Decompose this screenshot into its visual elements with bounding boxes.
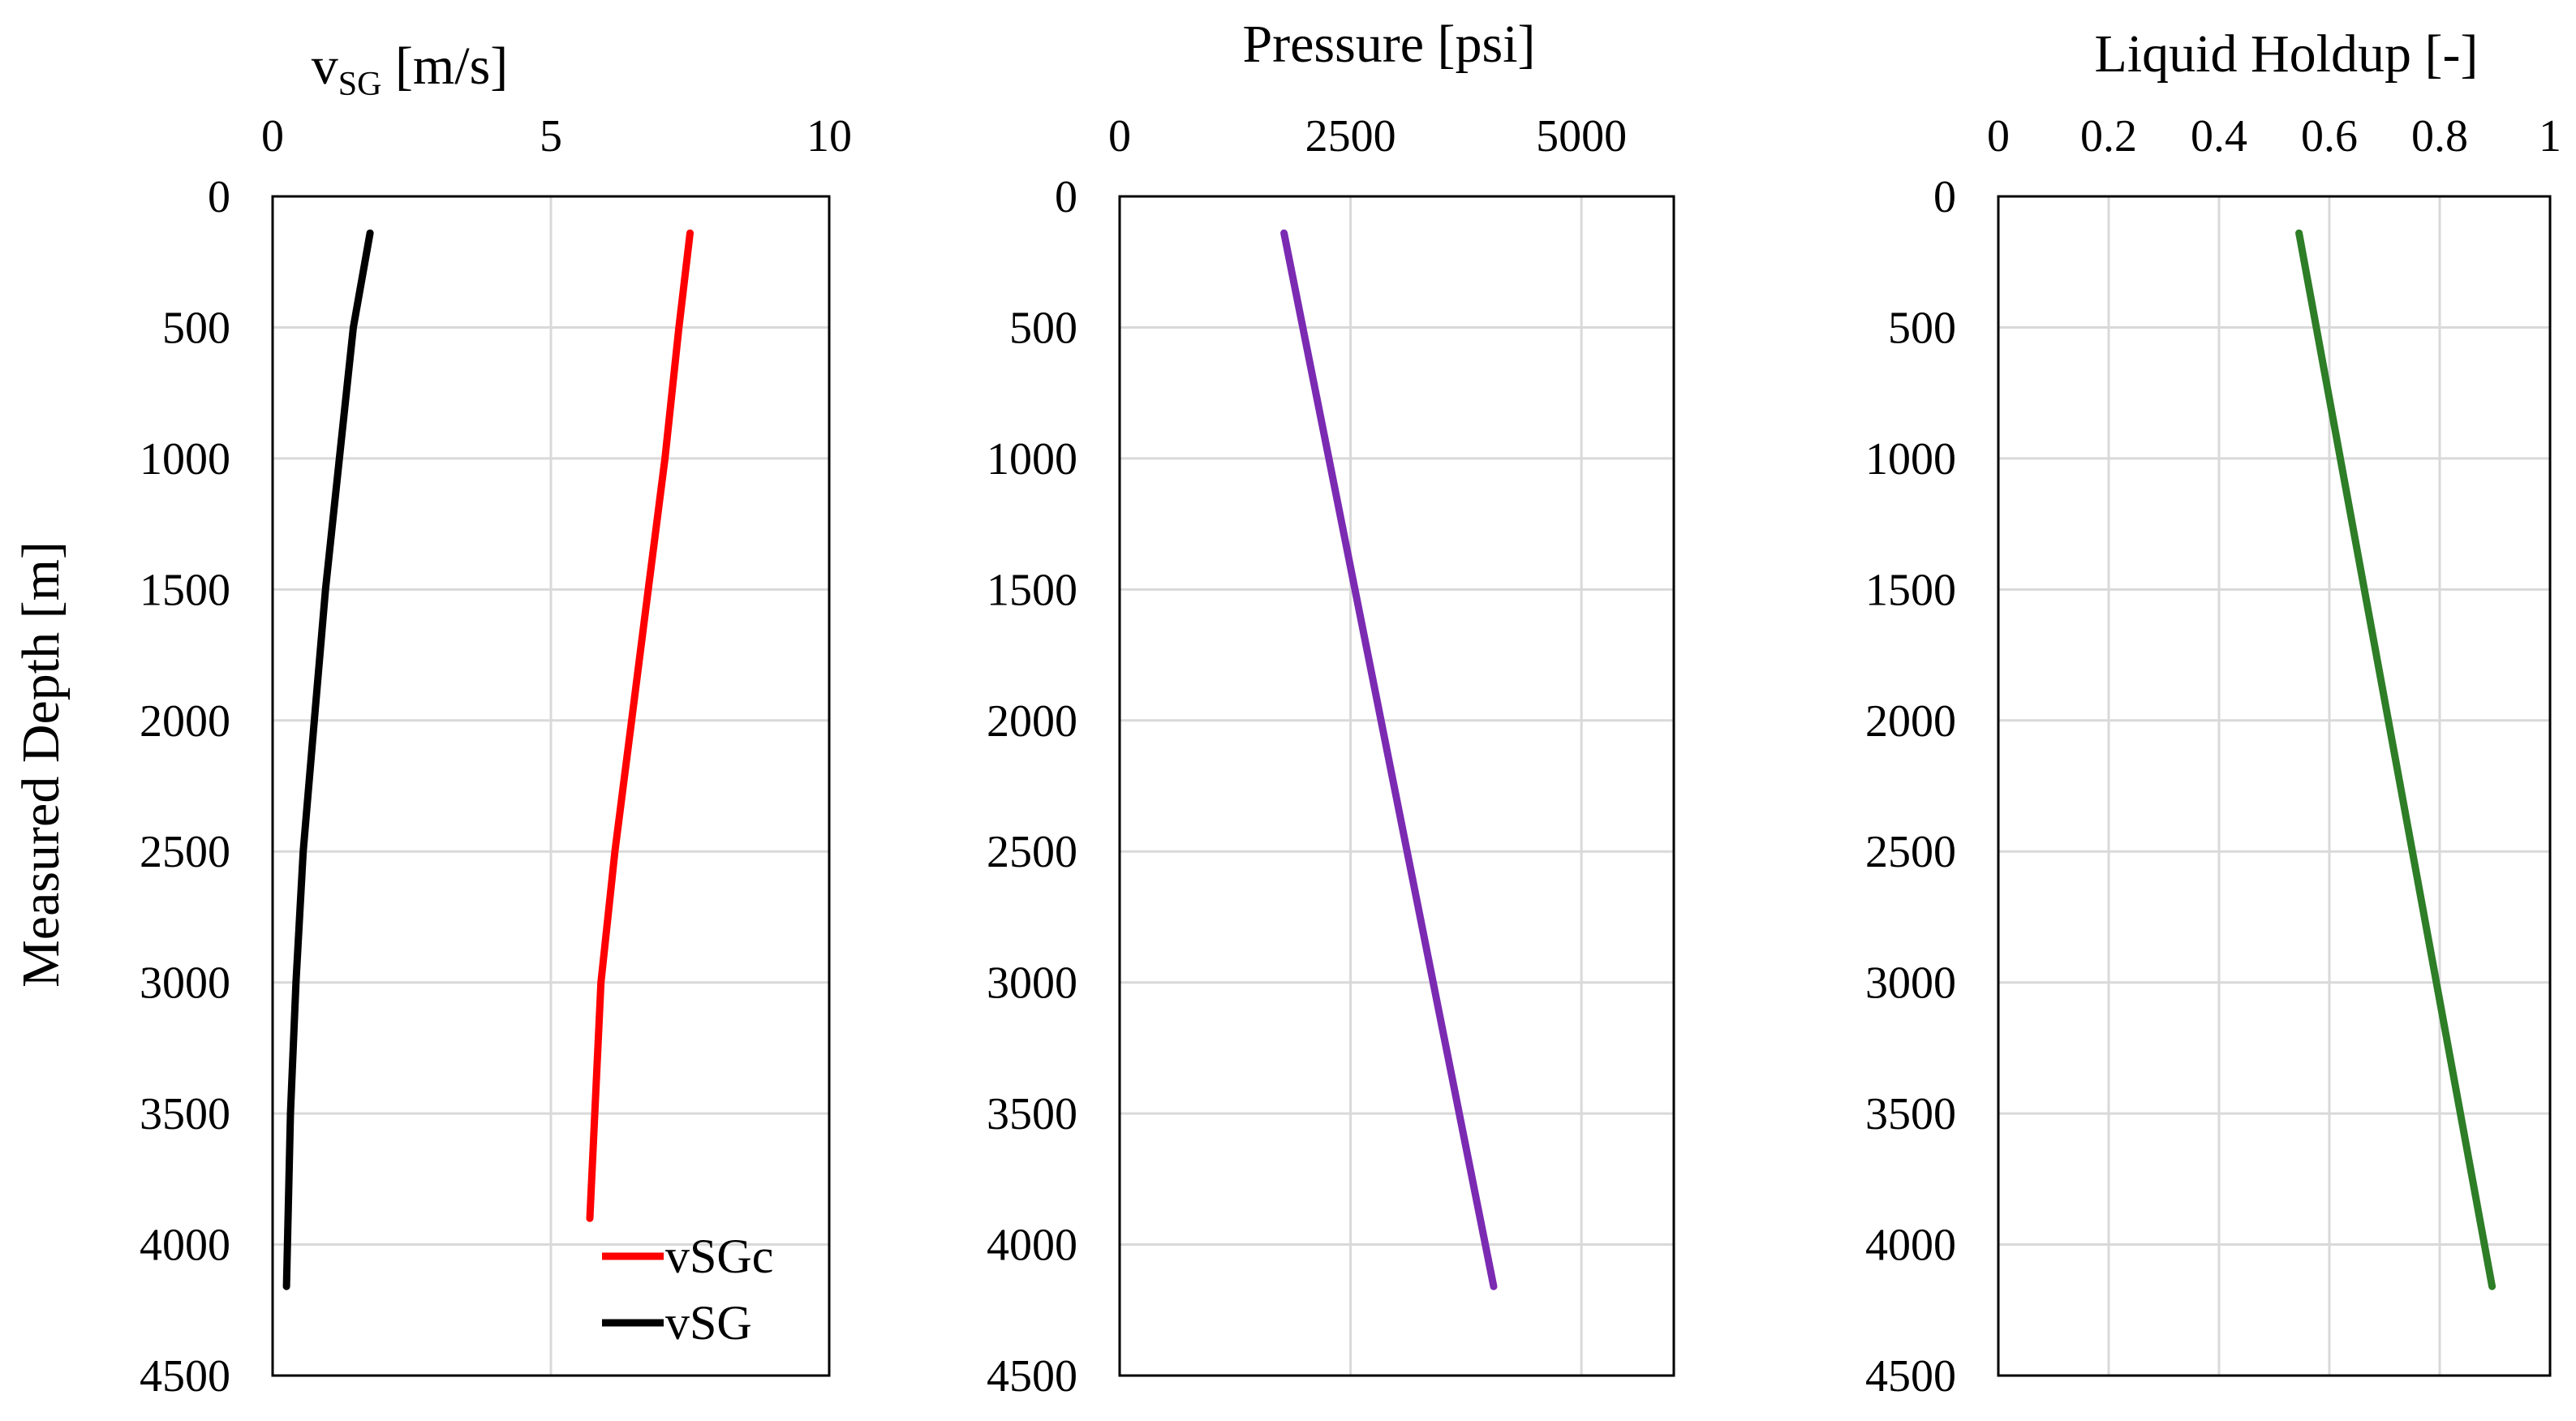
y-tick-label: 1000 [1865, 434, 1956, 484]
x-tick-label: 1 [2539, 111, 2561, 161]
series-line-vsgc [586, 229, 694, 1222]
y-tick-label: 2500 [987, 827, 1077, 877]
series-line-vsg [282, 229, 374, 1290]
x-tick-label: 0 [261, 111, 284, 161]
y-tick-label: 0 [1933, 172, 1956, 222]
x-axis-title-pressure: Pressure [psi] [1242, 15, 1535, 74]
y-tick-label: 2000 [1865, 696, 1956, 747]
y-tick-label: 3000 [987, 958, 1077, 1009]
y-tick-label: 1500 [987, 565, 1077, 615]
pressure-panel: 0 2500 5000 0 500 1000 1500 2000 2500 3000 3500 400… [987, 111, 1675, 1402]
y-tick-label: 2000 [987, 696, 1077, 747]
y-tick-label: 2500 [1865, 827, 1956, 877]
y-tick-label: 4500 [1865, 1351, 1956, 1402]
y-axis-title: Measured Depth [m] [11, 541, 71, 988]
x-tick-label: 5000 [1536, 111, 1627, 161]
y-tick-label: 500 [1009, 303, 1077, 353]
y-tick-label: 1500 [140, 565, 230, 615]
y-tick-label: 3000 [1865, 958, 1956, 1009]
series-line-pressure [1280, 229, 1498, 1290]
y-tick-label: 1000 [987, 434, 1077, 484]
x-tick-label: 0.8 [2411, 111, 2468, 161]
x-tick-label: 0.2 [2080, 111, 2137, 161]
y-tick-label: 4000 [1865, 1221, 1956, 1271]
plot-area-border [271, 195, 831, 1377]
plot-area-border [1118, 195, 1675, 1377]
y-tick-label: 3500 [987, 1089, 1077, 1139]
x-tick-label: 0 [1108, 111, 1131, 161]
x-axis-title-vsg: vSG [m/s] [312, 37, 509, 103]
y-tick-label: 0 [208, 172, 230, 222]
y-tick-label: 3000 [140, 958, 230, 1009]
plot-area-border [1997, 195, 2552, 1377]
y-tick-label: 3500 [140, 1089, 230, 1139]
chart-panels: 0 5 10050010001500200025003000350040004500… [140, 111, 2561, 1402]
legend-label-vsgc: vSGc [665, 1229, 773, 1283]
x-tick-label: 0.6 [2301, 111, 2358, 161]
x-tick-label: 2500 [1305, 111, 1396, 161]
y-tick-label: 4500 [140, 1351, 230, 1402]
y-tick-label: 4500 [987, 1351, 1077, 1402]
x-tick-label: 0.4 [2191, 111, 2247, 161]
y-tick-label: 4000 [987, 1221, 1077, 1271]
y-tick-label: 500 [1888, 303, 1956, 353]
y-tick-label: 0 [1055, 172, 1077, 222]
x-axis-title-subscript: SG [338, 66, 382, 103]
y-tick-label: 1000 [140, 434, 230, 484]
x-tick-label: 10 [806, 111, 852, 161]
x-axis-title-unit: [m/s] [381, 37, 508, 96]
series-line-liquid-holdup [2295, 229, 2496, 1290]
y-tick-label: 3500 [1865, 1089, 1956, 1139]
y-tick-label: 2000 [140, 696, 230, 747]
vsg-panel: 0 5 10 0 500 1000 1500 2000 2500 3000 3500 4000 4500… [140, 111, 852, 1402]
legend: vSGc vSG [602, 1229, 773, 1350]
x-axis-title-liquid-holdup: Liquid Holdup [-] [2095, 24, 2479, 84]
y-tick-label: 2500 [140, 827, 230, 877]
y-tick-label: 500 [162, 303, 230, 353]
x-tick-label: 0 [1987, 111, 2010, 161]
y-tick-label: 1500 [1865, 565, 1956, 615]
holdup-panel: 0 0.2 0.4 0.6 0.8 1 0 500 1000 1500 2000 2500 3000 35… [1865, 111, 2561, 1402]
y-tick-label: 4000 [140, 1221, 230, 1271]
legend-label-vsg: vSG [665, 1296, 752, 1350]
x-tick-label: 5 [540, 111, 562, 161]
x-axis-title-main: v [312, 37, 338, 96]
